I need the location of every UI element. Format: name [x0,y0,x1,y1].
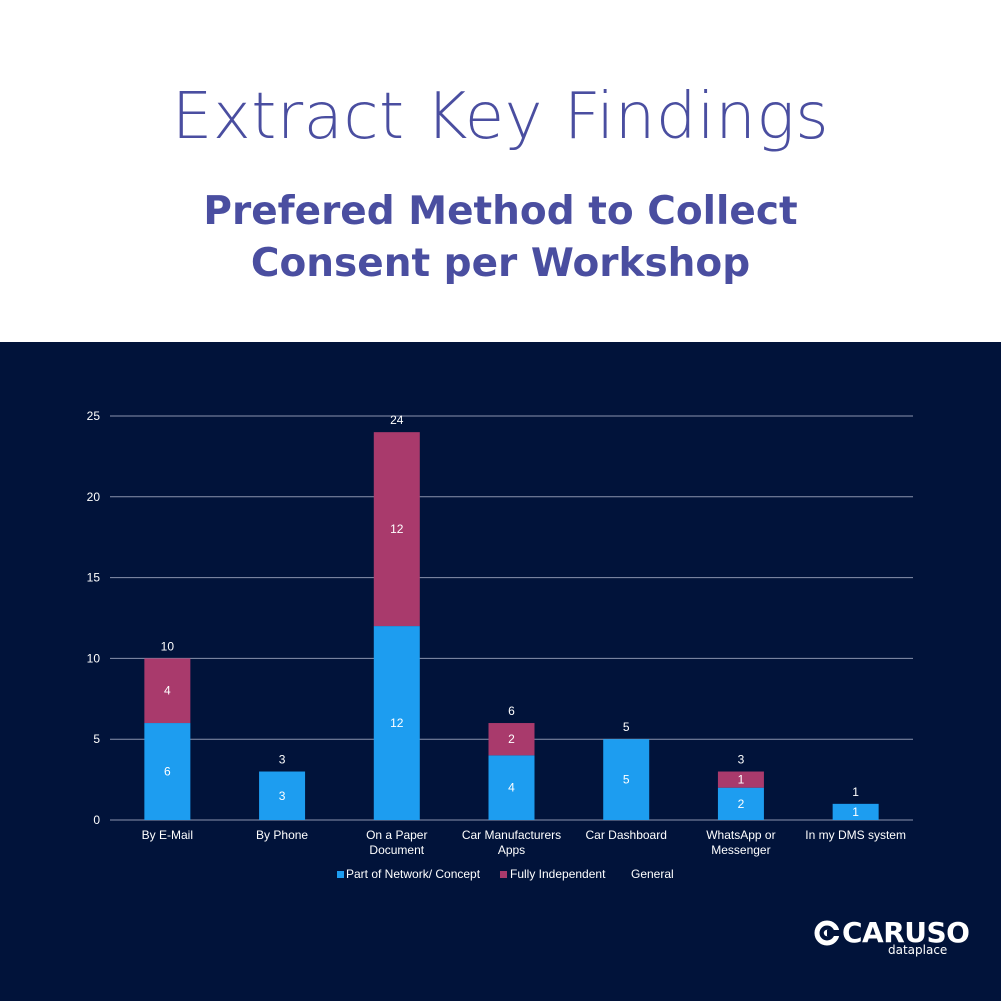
x-tick-label-6-0: In my DMS system [805,828,906,842]
total-label-5: 3 [738,753,745,767]
logo-wordmark: CARUSO [842,916,970,949]
x-tick-label-0-0: By E-Mail [142,828,193,842]
bar-5-series-0 [717,787,764,820]
total-label-1: 3 [279,753,286,767]
logo-subtitle: dataplace [888,943,948,957]
total-label-4: 5 [623,720,630,734]
x-tick-label-3-1: Apps [498,843,525,857]
x-tick-label-5-1: Messenger [711,843,770,857]
x-tick-label-1-0: By Phone [256,828,308,842]
data-label-3-series-1: 2 [508,732,515,746]
x-tick-label-2-1: Document [369,843,424,857]
bar-2-series-0 [373,626,420,820]
y-tick-label-20: 20 [87,490,101,504]
y-tick-label-15: 15 [87,571,101,585]
x-tick-label-4-0: Car Dashboard [586,828,667,842]
caruso-logo: CARUSO dataplace [814,916,970,960]
total-label-3: 6 [508,704,515,718]
legend-swatch-2 [621,871,628,878]
y-tick-label-25: 25 [87,409,101,423]
legend-swatch-1 [500,871,507,878]
x-tick-label-2-0: On a Paper [366,828,427,842]
y-tick-label-0: 0 [93,813,100,827]
legend-label-1: Fully Independent [510,867,606,881]
data-label-0-series-0: 6 [164,765,171,779]
bar-0-series-1 [144,658,191,724]
bar-2-series-1 [373,432,420,627]
header: Extract Key Findings Prefered Method to … [0,0,1001,342]
legend-label-0: Part of Network/ Concept [346,867,481,881]
data-label-1-series-0: 3 [279,789,286,803]
page-title: Extract Key Findings [171,80,830,154]
total-label-0: 10 [161,639,175,653]
x-tick-label-5-0: WhatsApp or [706,828,775,842]
data-label-0-series-1: 4 [164,684,171,698]
y-tick-label-10: 10 [87,651,101,665]
total-label-2: 24 [390,413,404,427]
subtitle-line-2: Consent per Workshop [250,241,751,286]
bar-3-series-0 [488,755,535,820]
data-label-2-series-0: 12 [390,716,404,730]
total-label-6: 1 [852,785,859,799]
y-tick-label-5: 5 [93,732,100,746]
data-label-4-series-0: 5 [623,773,630,787]
x-tick-label-3-0: Car Manufacturers [462,828,561,842]
subtitle-line-1: Prefered Method to Collect [203,189,798,234]
bar-6-series-0 [832,803,879,820]
bar-5-series-1 [717,771,764,788]
bar-1-series-0 [259,771,306,820]
data-label-3-series-0: 4 [508,781,515,795]
legend-swatch-0 [337,871,344,878]
data-label-5-series-0: 2 [738,797,745,811]
data-label-2-series-1: 12 [390,522,404,536]
bar-3-series-1 [488,723,535,756]
legend-label-2: General [631,867,674,881]
caruso-logo-icon [814,920,840,946]
bar-4-series-0 [603,739,650,820]
data-label-5-series-1: 1 [738,773,745,787]
chart-subtitle: Prefered Method to Collect Consent per W… [0,186,1001,290]
data-label-6-series-0: 1 [852,805,859,819]
bar-0-series-0 [144,723,191,820]
